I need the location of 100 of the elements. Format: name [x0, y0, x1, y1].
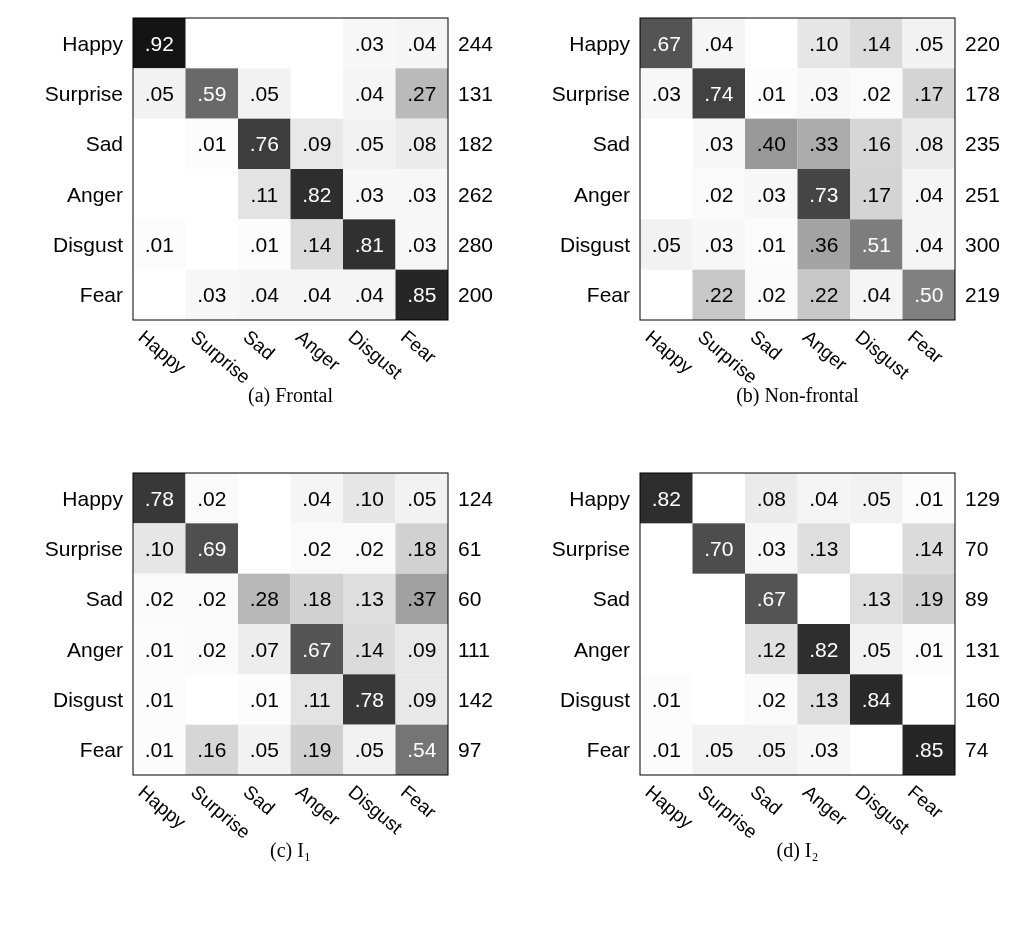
data-label: .03 — [354, 182, 384, 206]
text: (d) I₂ — [776, 839, 819, 862]
data-label: .03 — [756, 182, 786, 206]
data-label: .02 — [756, 283, 786, 307]
y-tick-label: Fear — [586, 738, 630, 762]
data-label: .74 — [704, 81, 734, 105]
data-label: .05 — [861, 486, 891, 510]
data-label: .51 — [861, 232, 891, 256]
data-label: .18 — [407, 536, 437, 560]
data-label: .03 — [197, 283, 227, 307]
data-label: .69 — [197, 536, 227, 560]
data-label: .03 — [407, 232, 437, 256]
y2-tick-label: 60 — [458, 587, 482, 611]
y-tick-label: Disgust — [52, 687, 124, 711]
data-label: .03 — [704, 232, 734, 256]
data-label: .01 — [144, 738, 174, 762]
y2-tick-label: 280 — [458, 232, 494, 256]
data-label: .11 — [302, 687, 331, 711]
data-label: .03 — [704, 132, 734, 156]
data-label: .27 — [407, 81, 437, 105]
data-label: .19 — [302, 738, 332, 762]
text: (b) Non-frontal — [736, 384, 860, 407]
data-label: .02 — [302, 536, 332, 560]
y-tick-label: Happy — [569, 31, 631, 55]
y-tick-label: Sad — [592, 132, 630, 156]
data-label: .02 — [704, 182, 734, 206]
data-label: .36 — [809, 232, 839, 256]
data-label: .02 — [197, 587, 227, 611]
y-tick-label: Anger — [573, 637, 630, 661]
data-label: .03 — [651, 81, 681, 105]
data-label: .05 — [704, 738, 734, 762]
data-label: .01 — [249, 232, 279, 256]
data-label: .04 — [809, 486, 839, 510]
data-label: .73 — [809, 182, 839, 206]
data-label: .10 — [354, 486, 384, 510]
data-label: .78 — [144, 486, 174, 510]
data-label: .13 — [861, 587, 891, 611]
data-label: .05 — [144, 81, 174, 105]
data-label: .40 — [756, 132, 786, 156]
data-label: .01 — [144, 637, 174, 661]
data-label: .09 — [302, 132, 332, 156]
data-label: .50 — [914, 283, 944, 307]
data-label: .37 — [407, 587, 437, 611]
x-tick-label: Fear — [903, 326, 948, 368]
data-label: .33 — [809, 132, 839, 156]
y-tick-label: Disgust — [52, 232, 124, 256]
data-label: .05 — [354, 738, 384, 762]
data-label: .22 — [809, 283, 839, 307]
x-tick-label: Fear — [396, 326, 441, 368]
data-label: .08 — [756, 486, 786, 510]
data-label: .09 — [407, 637, 437, 661]
y2-tick-label: 97 — [458, 738, 482, 762]
data-label: .14 — [302, 232, 332, 256]
data-label: .01 — [914, 637, 944, 661]
data-label: .16 — [861, 132, 891, 156]
data-label: .67 — [302, 637, 332, 661]
data-label: .82 — [809, 637, 839, 661]
data-label: .01 — [756, 81, 786, 105]
y-tick-label: Surprise — [44, 536, 123, 560]
y2-tick-label: 220 — [965, 31, 1001, 55]
data-label: .05 — [651, 232, 681, 256]
data-label: .01 — [651, 738, 681, 762]
data-label: .09 — [407, 687, 437, 711]
y2-tick-label: 235 — [965, 132, 1001, 156]
y2-tick-label: 131 — [458, 81, 494, 105]
data-label: .02 — [197, 486, 227, 510]
data-label: .02 — [861, 81, 891, 105]
data-label: .04 — [914, 182, 944, 206]
data-label: .05 — [354, 132, 384, 156]
y-tick-label: Sad — [592, 587, 630, 611]
data-label: .04 — [354, 283, 385, 307]
data-label: .22 — [704, 283, 734, 307]
data-label: .85 — [407, 283, 437, 307]
data-label: .01 — [197, 132, 227, 156]
y-tick-label: Anger — [66, 637, 123, 661]
data-label: .03 — [809, 81, 839, 105]
y2-tick-label: 74 — [965, 738, 989, 762]
y2-tick-label: 262 — [458, 182, 494, 206]
data-label: .13 — [354, 587, 384, 611]
y2-tick-label: 182 — [458, 132, 494, 156]
data-label: .04 — [914, 232, 944, 256]
data-label: .08 — [407, 132, 437, 156]
data-label: .17 — [861, 182, 891, 206]
data-label: .85 — [914, 738, 944, 762]
y-tick-label: Fear — [586, 283, 630, 307]
data-label: .01 — [914, 486, 944, 510]
data-label: .01 — [249, 687, 279, 711]
data-label: .03 — [354, 31, 384, 55]
data-label: .59 — [197, 81, 227, 105]
data-label: .17 — [914, 81, 944, 105]
data-label: .12 — [756, 637, 786, 661]
y-tick-label: Surprise — [44, 81, 123, 105]
y2-tick-label: 124 — [458, 486, 494, 510]
y-tick-label: Fear — [79, 283, 123, 307]
data-label: .01 — [651, 687, 681, 711]
data-label: .70 — [704, 536, 734, 560]
data-label: .11 — [250, 182, 279, 206]
y2-tick-label: 178 — [965, 81, 1001, 105]
data-label: .04 — [302, 486, 332, 510]
data-label: .82 — [302, 182, 332, 206]
